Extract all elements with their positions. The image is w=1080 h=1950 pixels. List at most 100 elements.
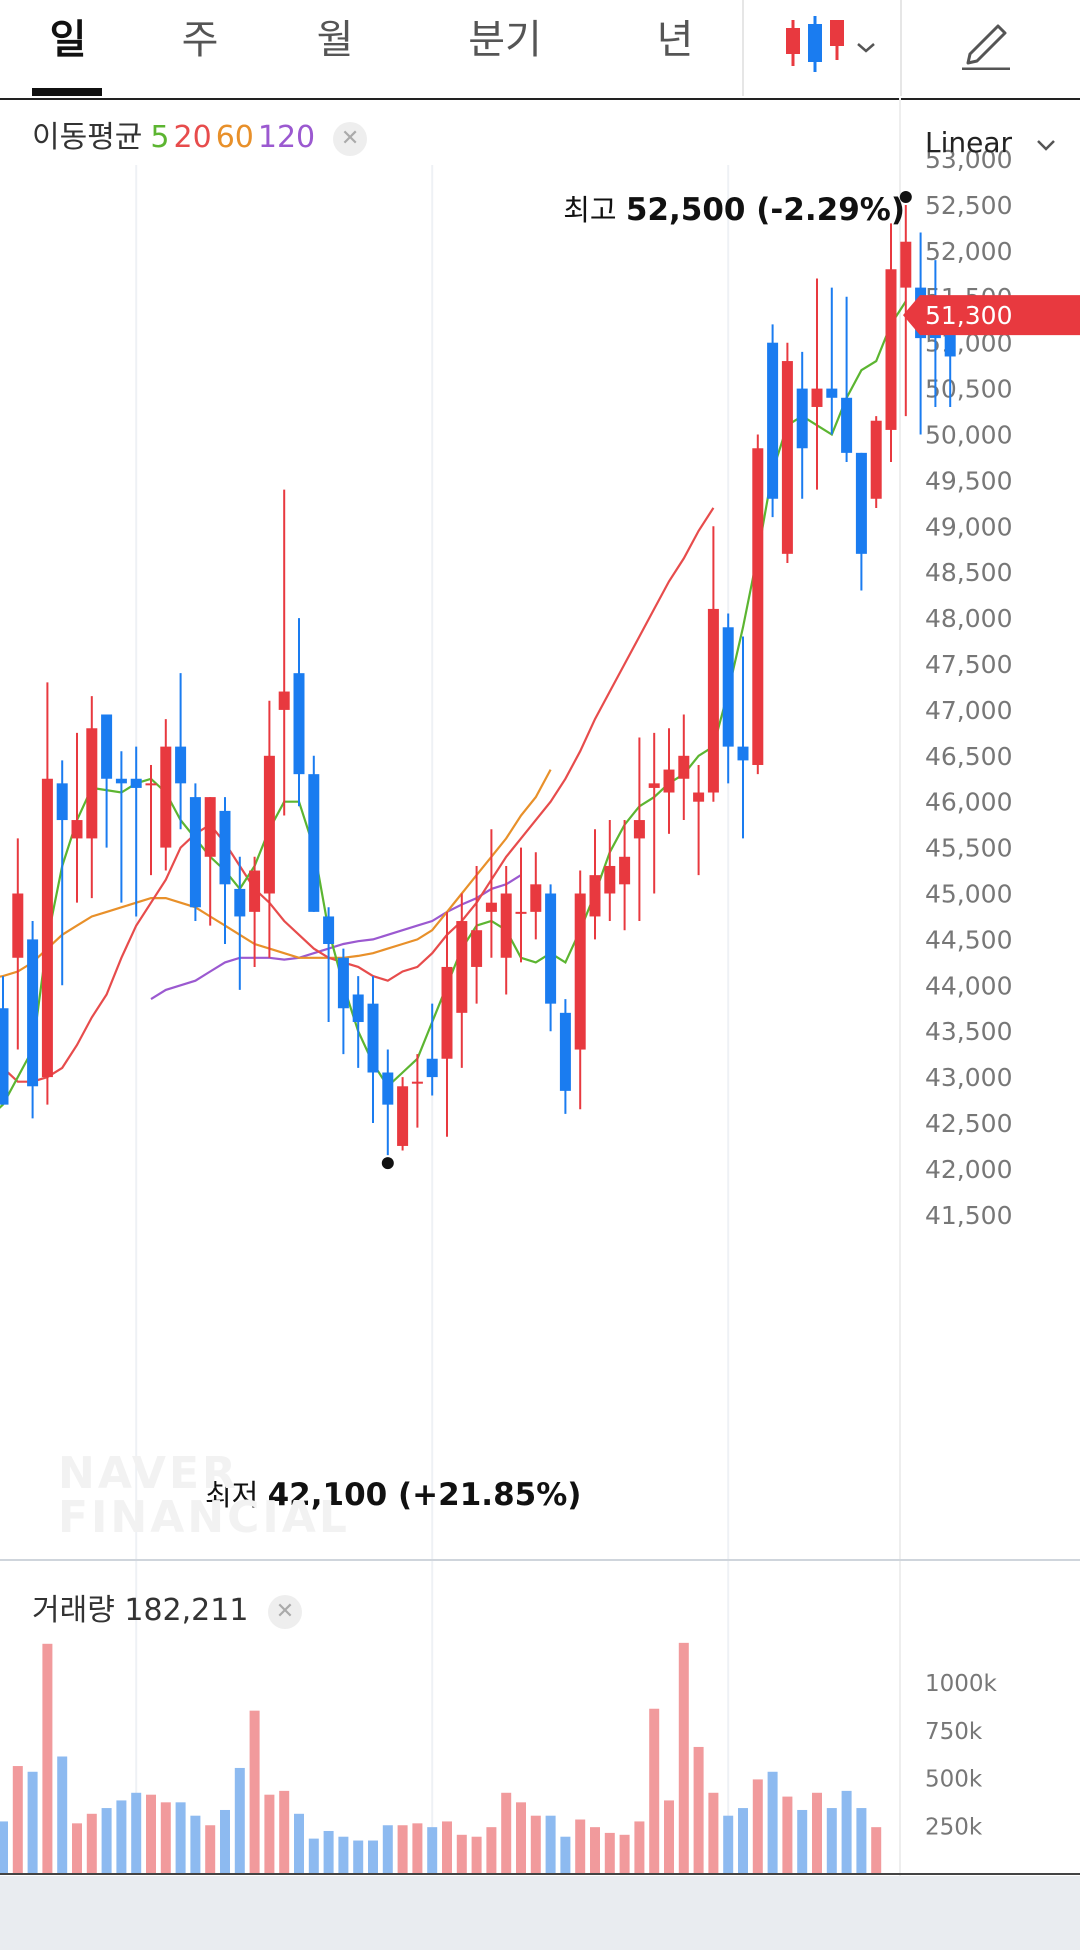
- candle-body: [293, 673, 305, 775]
- y-tick-label: 41,500: [925, 1201, 1012, 1230]
- y-tick-label: 42,000: [925, 1155, 1012, 1184]
- y-tick-label: 46,500: [925, 742, 1012, 771]
- volume-bar: [812, 1792, 822, 1873]
- volume-bar: [693, 1746, 704, 1873]
- edit-button[interactable]: [958, 14, 1014, 71]
- y-tick-label: 49,000: [925, 512, 1012, 541]
- candle-body: [530, 884, 542, 912]
- volume-bar: [249, 1710, 260, 1873]
- candle-body: [722, 627, 734, 747]
- candle-body: [115, 778, 127, 784]
- candle-body: [12, 893, 24, 958]
- candle-body: [633, 820, 645, 839]
- y-tick-label: 48,500: [925, 558, 1012, 587]
- candle-body: [27, 939, 39, 1087]
- ma120-label: 120: [257, 120, 316, 155]
- chart-type-selector[interactable]: [782, 14, 882, 74]
- candle-body: [648, 783, 660, 788]
- separator: [742, 0, 744, 96]
- candle-body: [707, 608, 719, 793]
- volume-legend: 거래량 182,211 ✕: [32, 1585, 302, 1629]
- candle-body: [352, 994, 364, 1023]
- candle-body: [944, 315, 956, 357]
- candle-body: [130, 778, 142, 788]
- volume-bar: [649, 1708, 660, 1873]
- volume-bar: [634, 1821, 645, 1873]
- y-tick-label: 46,000: [925, 788, 1012, 817]
- low-marker-label: 최저 42,100 (+21.85%): [205, 1477, 581, 1513]
- y-tick-label: 47,000: [925, 696, 1012, 725]
- candle-body: [900, 241, 912, 288]
- tab-quarter[interactable]: 분기: [468, 17, 542, 63]
- volume-bar: [486, 1827, 497, 1873]
- volume-bar: [353, 1840, 364, 1873]
- y-tick-label: 43,000: [925, 1063, 1012, 1092]
- candle-body: [870, 420, 882, 499]
- watermark: NAVER FINANCIAL: [58, 1448, 350, 1543]
- volume-bar: [619, 1834, 630, 1873]
- top-toolbar: 일 주 월 분기 년: [0, 0, 1080, 100]
- candle-body: [101, 714, 113, 779]
- candle-body: [308, 774, 320, 912]
- candle-body: [619, 856, 631, 885]
- volume-bar: [471, 1836, 482, 1873]
- candle-body: [145, 783, 157, 786]
- volume-bar: [294, 1813, 304, 1873]
- candle-body: [397, 1086, 409, 1146]
- candle-body: [604, 865, 616, 894]
- candle-body: [796, 388, 808, 449]
- ma60-label: 60: [215, 120, 254, 155]
- candle-body: [249, 870, 261, 912]
- candle-body: [826, 388, 838, 398]
- candle-body: [752, 448, 764, 765]
- volume-value: 182,211: [124, 1593, 249, 1628]
- volume-bar: [57, 1756, 68, 1873]
- candle-body: [56, 783, 68, 821]
- volume-bar: [530, 1815, 541, 1873]
- volume-bar: [116, 1800, 127, 1873]
- tab-day[interactable]: 일: [49, 17, 87, 63]
- candle-body: [663, 769, 675, 793]
- volume-bar: [501, 1792, 512, 1873]
- tab-month[interactable]: 월: [316, 17, 354, 63]
- volume-bar: [871, 1827, 882, 1873]
- candle-body: [515, 911, 527, 914]
- tab-week[interactable]: 주: [181, 17, 219, 63]
- candle-body: [767, 342, 779, 499]
- y-tick-label: 50,000: [925, 421, 1012, 450]
- volume-bar: [427, 1827, 438, 1873]
- scale-selector[interactable]: Linear: [925, 126, 1059, 159]
- candle-body: [500, 893, 512, 958]
- candle-body: [0, 1008, 9, 1105]
- volume-label: 거래량: [32, 1593, 115, 1628]
- y-tick-label: 44,000: [925, 971, 1012, 1000]
- volume-bar: [101, 1808, 112, 1873]
- volume-bar: [308, 1838, 319, 1873]
- volume-bar: [190, 1815, 201, 1873]
- candle-body: [234, 888, 246, 917]
- volume-bar: [826, 1808, 837, 1873]
- volume-bar: [323, 1830, 334, 1873]
- ma20-label: 20: [173, 120, 212, 155]
- close-icon[interactable]: ✕: [267, 1594, 302, 1629]
- volume-tick-label: 1000k: [925, 1671, 998, 1697]
- candle-body: [559, 1012, 571, 1091]
- candle-body: [71, 820, 83, 839]
- volume-tick-label: 500k: [925, 1767, 983, 1793]
- pencil-icon: [962, 24, 1010, 71]
- current-price-label: 51,300: [925, 301, 1012, 330]
- volume-bar: [220, 1809, 230, 1873]
- volume-bar: [590, 1827, 600, 1873]
- candle-body: [456, 921, 468, 1013]
- candle-body: [441, 966, 453, 1059]
- y-tick-label: 53,000: [925, 145, 1012, 174]
- candle-body: [678, 755, 690, 779]
- candle-body: [485, 902, 497, 912]
- volume-bar: [264, 1794, 275, 1873]
- close-icon[interactable]: ✕: [333, 121, 368, 156]
- volume-bar: [368, 1840, 378, 1873]
- y-tick-label: 42,500: [925, 1109, 1012, 1138]
- volume-bar: [72, 1823, 82, 1873]
- tab-year[interactable]: 년: [656, 17, 694, 63]
